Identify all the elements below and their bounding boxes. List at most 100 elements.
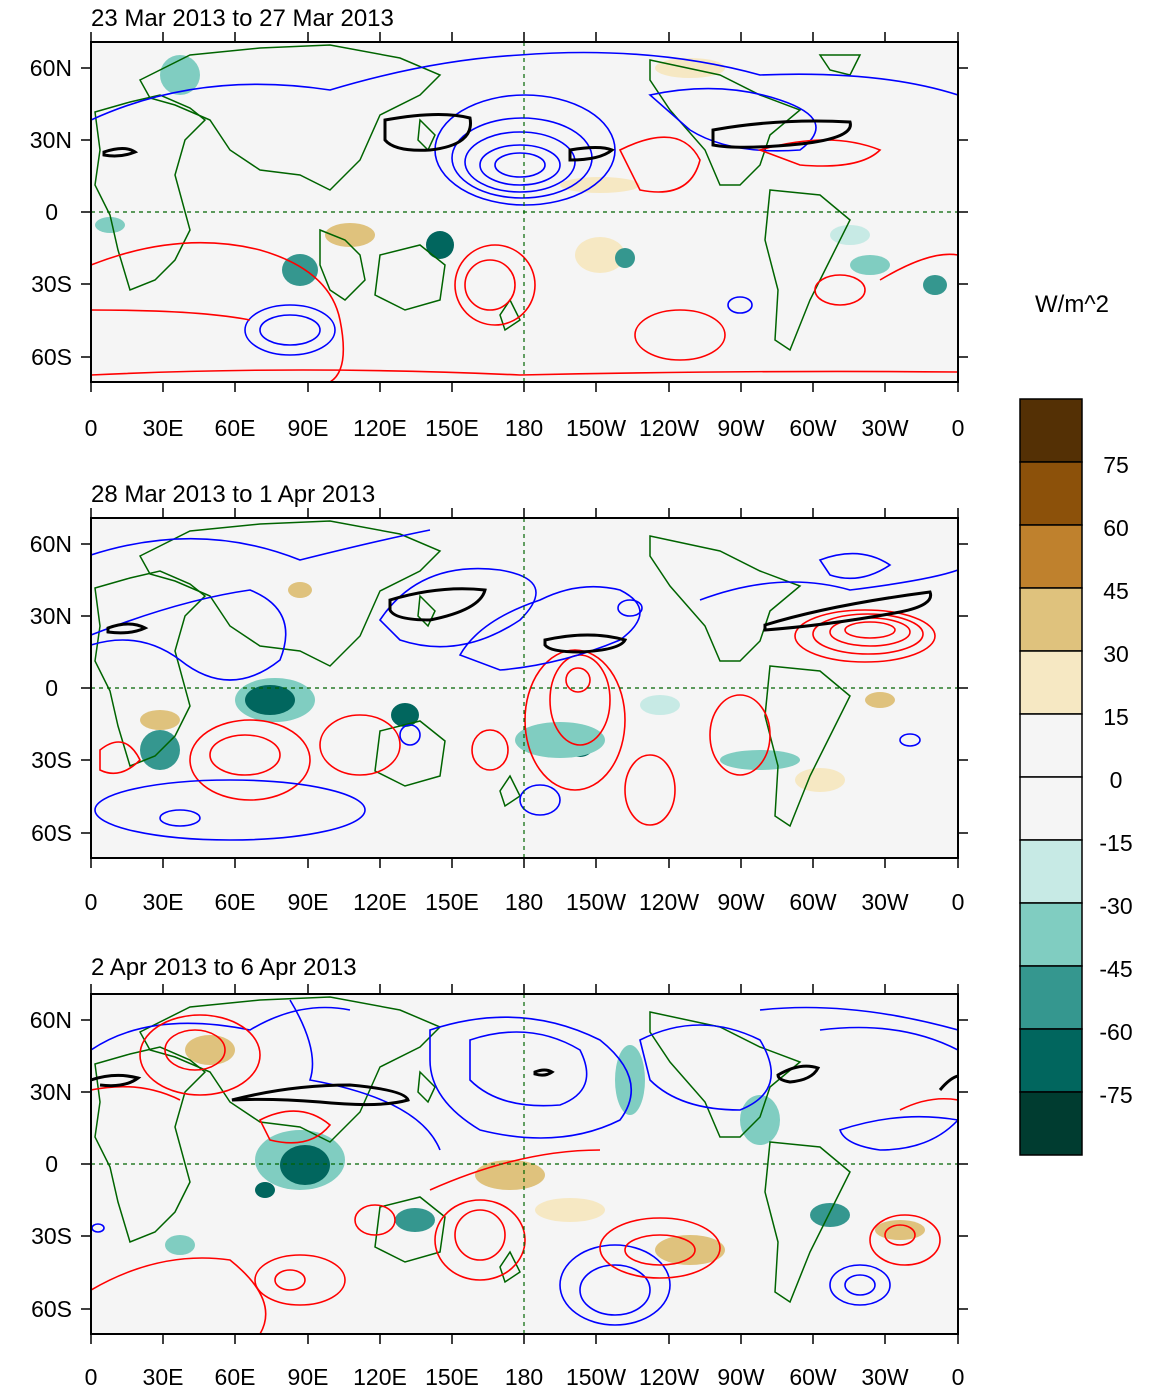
colorbar-label: -75	[1099, 1082, 1132, 1108]
negative-contour	[91, 1006, 351, 1051]
colorbar-cell	[1019, 1028, 1083, 1093]
colorbar-cell	[1019, 461, 1083, 526]
shade-blob	[640, 695, 680, 715]
zero-contour	[568, 146, 615, 162]
lat-label: 60S	[31, 820, 72, 846]
positive-contour	[99, 741, 141, 775]
colorbar-cell	[1019, 650, 1083, 715]
negative-contour	[94, 779, 366, 841]
lon-label: 30W	[861, 415, 909, 441]
panel-1-coastlines	[94, 44, 862, 352]
lon-label: 30W	[861, 889, 909, 915]
negative-contour	[464, 131, 576, 193]
panel-3-title: 2 Apr 2013 to 6 Apr 2013	[91, 954, 357, 981]
negative-contour	[838, 1115, 958, 1151]
lon-label: 120W	[639, 889, 699, 915]
negative-contour	[829, 1264, 891, 1306]
coastline	[417, 1070, 436, 1104]
negative-contour	[159, 809, 201, 827]
zero-contour	[543, 633, 628, 654]
lon-label: 180	[505, 1364, 543, 1390]
panel-2-lat-labels: 60N 30N 0 30S 60S	[30, 531, 72, 846]
colorbar-label: -30	[1099, 893, 1132, 919]
negative-contour	[519, 784, 561, 816]
positive-contour	[879, 253, 958, 281]
colorbar-cell	[1019, 902, 1083, 967]
lon-label: 30E	[143, 889, 184, 915]
coastline	[649, 535, 802, 662]
shade-blob	[255, 1182, 275, 1198]
shade-blob	[865, 692, 895, 708]
colorbar-label: 15	[1103, 704, 1129, 730]
shade-blob	[426, 231, 454, 259]
panel-2-contours	[91, 529, 958, 841]
positive-contour	[91, 1257, 267, 1334]
lon-label: 150E	[425, 415, 479, 441]
positive-contour	[91, 241, 345, 382]
negative-contour	[844, 1274, 876, 1296]
lon-label: 30E	[143, 1364, 184, 1390]
lat-label: 60N	[30, 531, 72, 557]
positive-contour	[91, 1085, 181, 1101]
positive-contour	[844, 621, 896, 639]
coastline	[764, 189, 851, 352]
positive-contour	[899, 1097, 958, 1111]
lat-label: 0	[45, 675, 58, 701]
negative-contour	[91, 529, 431, 561]
coastline	[764, 1141, 851, 1304]
lat-label: 30S	[31, 1223, 72, 1249]
lon-label: 90E	[288, 415, 329, 441]
lon-label: 120E	[353, 889, 407, 915]
zero-contour	[763, 590, 933, 632]
lon-label: 60W	[789, 415, 837, 441]
coastline	[818, 54, 862, 76]
negative-contour	[469, 1031, 588, 1107]
coastline	[374, 720, 446, 787]
positive-contour	[464, 259, 516, 311]
coastline	[417, 594, 436, 628]
panel-3-contours	[91, 999, 958, 1334]
coastline	[499, 298, 521, 332]
positive-contour	[189, 719, 311, 801]
lon-label: 60W	[789, 1364, 837, 1390]
positive-contour	[869, 1214, 941, 1266]
positive-contour	[164, 1029, 226, 1071]
negative-contour	[378, 567, 537, 648]
lon-label: 90W	[717, 415, 765, 441]
coastline	[499, 1250, 521, 1284]
coastline	[374, 244, 446, 311]
map-panel-1: 23 Mar 2013 to 27 Mar 2013	[30, 5, 968, 441]
shade-blob	[875, 1220, 925, 1240]
lon-label: 90W	[717, 889, 765, 915]
lon-label: 60E	[215, 889, 256, 915]
coastline	[374, 1196, 446, 1263]
lon-label: 150E	[425, 1364, 479, 1390]
lat-label: 0	[45, 1151, 58, 1177]
shade-blob	[535, 1198, 605, 1222]
colorbar-label: -60	[1099, 1019, 1132, 1045]
lat-label: 60S	[31, 1296, 72, 1322]
coastline	[94, 570, 207, 768]
positive-contour	[814, 274, 866, 306]
lon-label: 150W	[566, 1364, 626, 1390]
positive-contour	[794, 609, 936, 663]
negative-contour	[819, 1026, 958, 1051]
negative-contour	[91, 51, 958, 121]
colorbar: W/m^2 75 60 45 30 15 0 -15 -30 -45 -60 -…	[1019, 291, 1133, 1156]
negative-contour	[639, 1024, 772, 1111]
positive-contour	[91, 309, 251, 321]
shade-blob	[288, 582, 312, 598]
positive-contour	[319, 714, 401, 776]
lon-label: 60E	[215, 1364, 256, 1390]
positive-contour	[524, 649, 626, 791]
panel-2-title: 28 Mar 2013 to 1 Apr 2013	[91, 481, 375, 508]
panel-2-lon-labels: 0 30E 60E 90E 120E 150E 180 150W 120W 90…	[85, 889, 965, 915]
panel-3-shading	[165, 1035, 925, 1265]
lat-label: 30S	[31, 747, 72, 773]
positive-contour	[565, 667, 591, 693]
negative-contour	[727, 296, 753, 314]
colorbar-labels: 75 60 45 30 15 0 -15 -30 -45 -60 -75	[1099, 452, 1132, 1108]
shade-blob	[923, 275, 947, 295]
negative-contour	[699, 569, 958, 601]
coastline	[649, 59, 802, 186]
